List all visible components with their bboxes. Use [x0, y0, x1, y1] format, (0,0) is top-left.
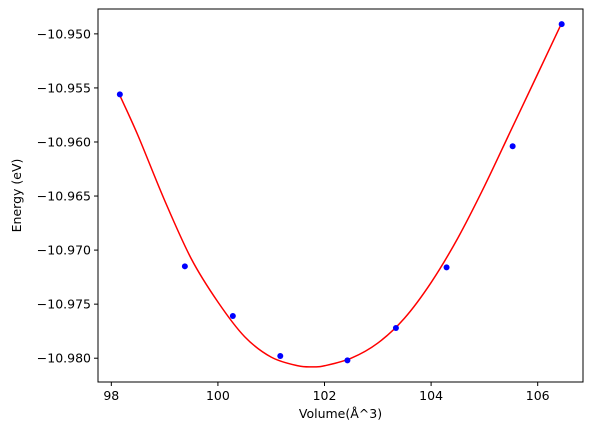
y-tick-label: −10.965	[37, 189, 91, 204]
y-tick-label: −10.980	[37, 351, 91, 366]
data-point	[181, 263, 188, 270]
data-point	[116, 91, 123, 98]
data-point	[509, 143, 516, 150]
y-tick-label: −10.975	[37, 297, 91, 312]
x-tick-label: 104	[419, 388, 443, 403]
y-axis-ticks: −10.980 −10.975 −10.970 −10.965 −10.960 −10.9…	[37, 26, 98, 366]
x-tick-label: 98	[103, 388, 119, 403]
series-layer	[116, 21, 565, 368]
y-tick-label: −10.960	[37, 134, 91, 149]
data-point	[229, 313, 236, 320]
x-axis-ticks: 98 100 102 104 106	[103, 382, 550, 403]
data-point	[277, 353, 284, 360]
x-tick-label: 106	[526, 388, 550, 403]
y-axis-label: Energy (eV)	[9, 159, 24, 233]
data-point	[558, 21, 565, 28]
data-point	[443, 264, 450, 271]
data-point	[344, 357, 351, 364]
y-tick-label: −10.970	[37, 243, 91, 258]
y-tick-label: −10.955	[37, 80, 91, 95]
x-tick-label: 100	[206, 388, 230, 403]
x-axis-label: Volume(Å^3)	[299, 406, 382, 421]
data-point	[392, 324, 399, 331]
fit-curve	[119, 22, 563, 368]
plot-frame	[97, 8, 584, 383]
y-tick-label: −10.950	[37, 26, 91, 41]
x-tick-label: 102	[313, 388, 337, 403]
